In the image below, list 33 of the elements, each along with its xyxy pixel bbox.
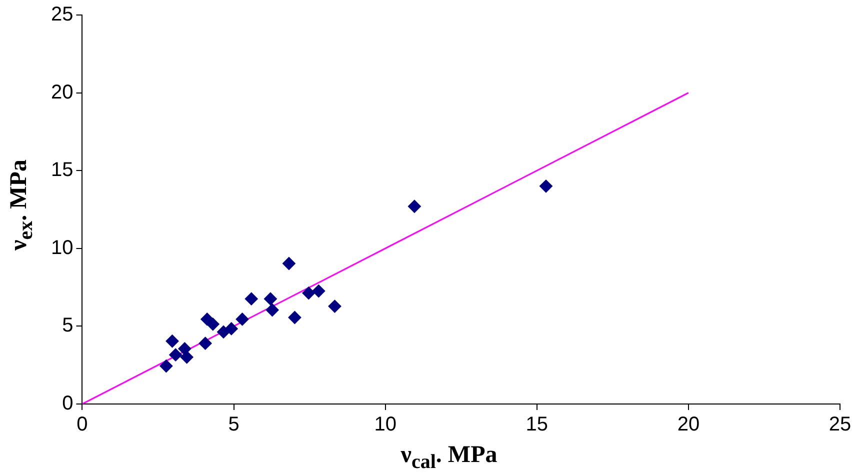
y-tick-label: 20: [50, 81, 74, 104]
point: [224, 322, 238, 336]
y-tick-label: 10: [50, 236, 74, 259]
point: [539, 180, 552, 193]
point: [180, 350, 194, 364]
point: [282, 256, 296, 270]
point: [198, 336, 212, 350]
point: [328, 300, 342, 313]
point: [206, 318, 220, 331]
point: [312, 284, 326, 298]
y-tick-label: 5: [62, 314, 74, 337]
point: [408, 200, 421, 213]
x-tick-label: 0: [76, 414, 88, 436]
point: [236, 312, 249, 326]
y-tick-label: 25: [50, 4, 74, 26]
point: [216, 325, 230, 338]
point: [169, 348, 182, 362]
point: [288, 310, 302, 324]
x-tick-label: 5: [228, 414, 240, 436]
x-tick-label: 10: [374, 414, 396, 436]
point: [178, 342, 192, 356]
point: [244, 292, 258, 306]
y-tick-label: 0: [62, 392, 74, 415]
x-axis-title: ν$_{cal}$. MPa: [400, 442, 498, 474]
point: [166, 334, 179, 348]
y-tick-label: 15: [50, 159, 74, 182]
point: [160, 360, 173, 373]
point: [264, 292, 277, 306]
point: [302, 286, 316, 300]
x-tick-label: 25: [828, 414, 852, 436]
x-tick-label: 15: [526, 414, 548, 436]
point: [266, 304, 279, 317]
x-tick-label: 20: [677, 414, 700, 436]
